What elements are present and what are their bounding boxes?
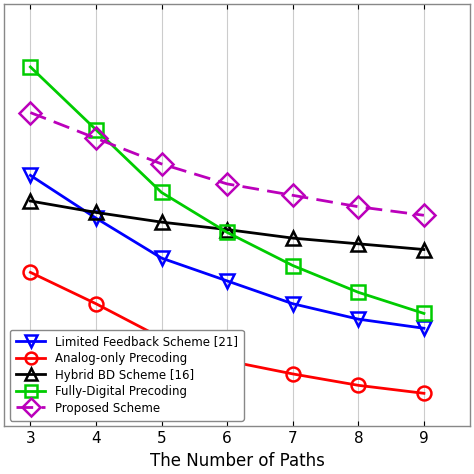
Limited Feedback Scheme [21] (290, 301, 296, 307)
Hybrid BD Scheme [16] (27, 198, 33, 204)
Analog-only Precoding (27, 270, 33, 275)
Fully-Digital Precoding (224, 229, 230, 235)
Proposed Scheme (224, 181, 230, 187)
Line: Hybrid BD Scheme [16]: Hybrid BD Scheme [16] (23, 194, 431, 256)
Analog-only Precoding (224, 358, 230, 364)
Hybrid BD Scheme [16] (356, 241, 361, 246)
Hybrid BD Scheme [16] (93, 210, 99, 215)
Limited Feedback Scheme [21] (224, 278, 230, 284)
Proposed Scheme (356, 204, 361, 210)
Fully-Digital Precoding (159, 190, 164, 195)
Proposed Scheme (159, 161, 164, 167)
Limited Feedback Scheme [21] (356, 316, 361, 322)
Analog-only Precoding (93, 301, 99, 307)
Line: Fully-Digital Precoding: Fully-Digital Precoding (23, 60, 431, 320)
Analog-only Precoding (290, 371, 296, 377)
Line: Proposed Scheme: Proposed Scheme (23, 105, 431, 223)
Proposed Scheme (290, 192, 296, 198)
Hybrid BD Scheme [16] (290, 235, 296, 241)
Hybrid BD Scheme [16] (159, 219, 164, 225)
Analog-only Precoding (356, 383, 361, 388)
Fully-Digital Precoding (356, 290, 361, 295)
Fully-Digital Precoding (27, 64, 33, 70)
Proposed Scheme (27, 110, 33, 116)
Analog-only Precoding (159, 335, 164, 341)
Fully-Digital Precoding (421, 310, 427, 316)
Fully-Digital Precoding (290, 263, 296, 268)
Line: Limited Feedback Scheme [21]: Limited Feedback Scheme [21] (23, 168, 431, 335)
Analog-only Precoding (421, 391, 427, 396)
Hybrid BD Scheme [16] (421, 246, 427, 252)
Legend: Limited Feedback Scheme [21], Analog-only Precoding, Hybrid BD Scheme [16], Full: Limited Feedback Scheme [21], Analog-onl… (10, 329, 244, 420)
X-axis label: The Number of Paths: The Number of Paths (150, 452, 324, 470)
Limited Feedback Scheme [21] (27, 173, 33, 178)
Proposed Scheme (421, 212, 427, 218)
Limited Feedback Scheme [21] (93, 215, 99, 221)
Limited Feedback Scheme [21] (421, 326, 427, 331)
Hybrid BD Scheme [16] (224, 227, 230, 232)
Line: Analog-only Precoding: Analog-only Precoding (23, 265, 431, 400)
Fully-Digital Precoding (93, 127, 99, 133)
Proposed Scheme (93, 136, 99, 141)
Limited Feedback Scheme [21] (159, 255, 164, 261)
